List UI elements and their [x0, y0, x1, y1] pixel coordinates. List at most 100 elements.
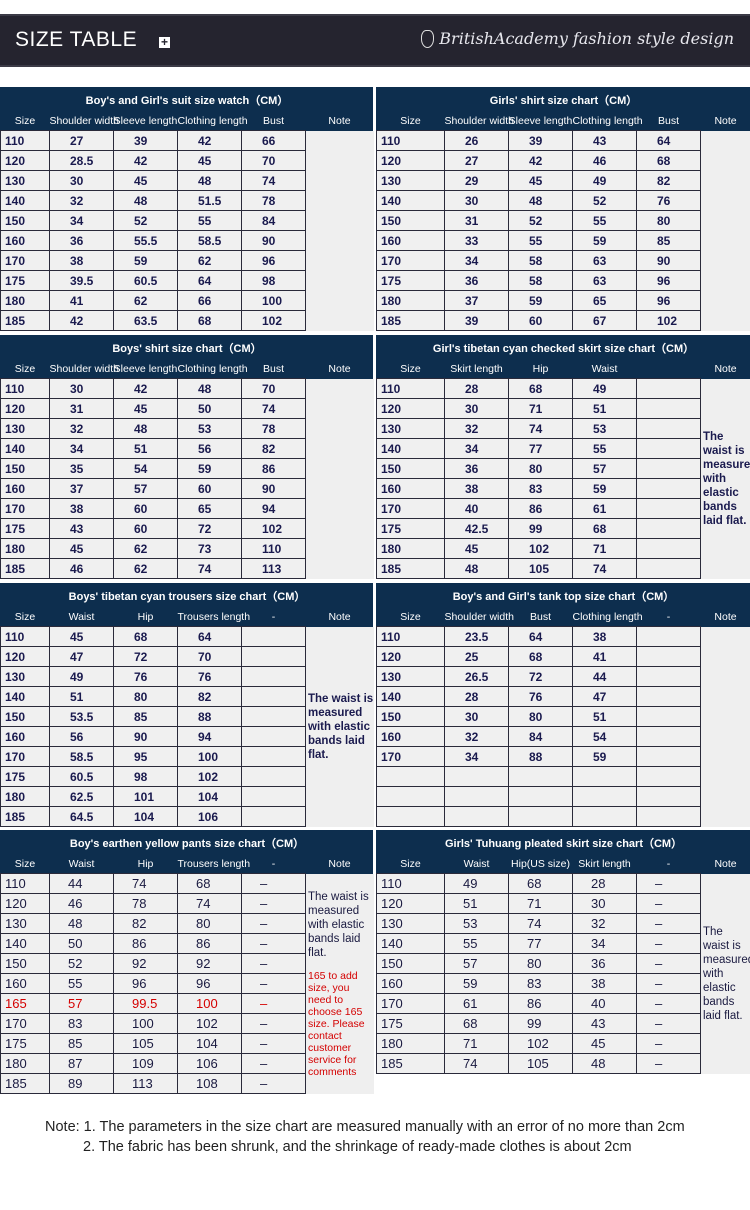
- size-chart-panel: Boys' shirt size chart（CM） Size Shoulder w…: [0, 335, 374, 579]
- value-cell: 36: [49, 230, 114, 251]
- value-cell: 57: [113, 478, 178, 499]
- column-header: Size: [400, 858, 421, 870]
- value-cell: 36: [444, 458, 509, 479]
- value-cell: –: [636, 873, 701, 894]
- value-cell: 105: [508, 558, 573, 579]
- value-cell: 83: [49, 1013, 114, 1034]
- column-header: Hip: [532, 363, 549, 375]
- table-row: 180 37 59 65 96: [376, 290, 750, 311]
- value-cell: 92: [113, 953, 178, 974]
- value-cell: 23.5: [444, 626, 509, 647]
- value-cell: 96: [636, 290, 701, 311]
- value-cell: 51.5: [177, 190, 242, 211]
- value-cell: 51: [572, 706, 637, 727]
- value-cell: 82: [241, 438, 306, 459]
- value-cell: 43: [572, 130, 637, 151]
- size-cell: 110: [376, 378, 445, 399]
- size-table: Boy's and Girl's suit size watch（CM） Size…: [0, 87, 374, 331]
- table-title: Girl's tibetan cyan checked skirt size c…: [432, 342, 695, 355]
- value-cell: 94: [177, 726, 242, 747]
- value-cell: 45: [49, 626, 114, 647]
- table-row: 180 62.5 101 104: [0, 786, 374, 807]
- value-cell: 88: [177, 706, 242, 727]
- size-table: Boys' shirt size chart（CM） Size Shoulder w…: [0, 335, 374, 579]
- size-cell: 140: [0, 438, 50, 459]
- column-header: Size: [14, 115, 36, 127]
- value-cell: –: [241, 933, 306, 954]
- note-cell: [304, 130, 374, 331]
- value-cell: 53: [177, 418, 242, 439]
- value-cell: 100: [177, 993, 242, 1014]
- table-row: 120 46 78 74–: [0, 893, 374, 914]
- note-cell: The waist is measured with elastic bands…: [304, 873, 374, 1094]
- size-cell: 120: [376, 893, 445, 914]
- value-cell: 78: [113, 893, 178, 914]
- value-cell: 90: [113, 726, 178, 747]
- size-cell: 120: [0, 150, 50, 171]
- value-cell: 55: [444, 933, 509, 954]
- value-cell: [241, 626, 306, 647]
- value-cell: [241, 666, 306, 687]
- value-cell: 36: [572, 953, 637, 974]
- value-cell: 76: [508, 686, 573, 707]
- value-cell: 66: [241, 130, 306, 151]
- value-cell: 86: [508, 993, 573, 1014]
- note-cell: The waist is measured with elastic bands…: [699, 378, 750, 579]
- value-cell: [636, 626, 701, 647]
- value-cell: 55: [572, 210, 637, 231]
- value-cell: –: [241, 873, 306, 894]
- value-cell: [508, 786, 573, 807]
- value-cell: 35: [49, 458, 114, 479]
- value-cell: 49: [49, 666, 114, 687]
- table-row: 120 27 42 46 68: [376, 150, 750, 171]
- value-cell: 64.5: [49, 806, 114, 827]
- column-header: Bust: [657, 115, 679, 127]
- value-cell: 99.5: [113, 993, 178, 1014]
- table-title-row: Boys' shirt size chart（CM）: [1, 335, 374, 360]
- column-header-row: Size Skirt length Hip Waist Note: [377, 360, 750, 379]
- value-cell: 80: [636, 210, 701, 231]
- table-row: 170 58.5 95 100: [0, 746, 374, 767]
- value-cell: 68: [177, 873, 242, 894]
- value-cell: 89: [49, 1073, 114, 1094]
- value-cell: 105: [113, 1033, 178, 1054]
- value-cell: 28.5: [49, 150, 114, 171]
- value-cell: 70: [177, 646, 242, 667]
- value-cell: 64: [636, 130, 701, 151]
- value-cell: 100: [241, 290, 306, 311]
- value-cell: [636, 418, 701, 439]
- value-cell: 54: [113, 458, 178, 479]
- value-cell: [636, 806, 701, 827]
- size-cell: 130: [0, 418, 50, 439]
- size-cell: 120: [376, 150, 445, 171]
- value-cell: 45: [572, 1033, 637, 1054]
- value-cell: [636, 686, 701, 707]
- column-header: Clothing length: [572, 115, 643, 127]
- note-text: The waist is measured with elastic bands…: [308, 692, 374, 761]
- value-cell: 32: [444, 726, 509, 747]
- column-header: Hip(US size): [511, 858, 570, 870]
- column-header: Bust: [262, 115, 284, 127]
- table-row: 175 43 60 72 102: [0, 518, 374, 539]
- value-cell: [241, 646, 306, 667]
- value-cell: –: [636, 953, 701, 974]
- value-cell: 57: [49, 993, 114, 1014]
- size-cell: 180: [0, 1053, 50, 1074]
- value-cell: 84: [241, 210, 306, 231]
- footer-note-2: 2. The fabric has been shrunk, and the s…: [83, 1139, 632, 1155]
- column-header: Sleeve length: [508, 115, 573, 127]
- value-cell: 60: [113, 498, 178, 519]
- value-cell: 74: [177, 558, 242, 579]
- table-row: 140 55 77 34–: [376, 933, 750, 954]
- value-cell: 51: [113, 438, 178, 459]
- column-header: Note: [714, 363, 737, 376]
- footer-note-1: Note: 1. The parameters in the size char…: [45, 1119, 685, 1135]
- column-header: Size: [14, 858, 36, 870]
- column-header: Shoulder width: [49, 115, 119, 127]
- value-cell: 42: [177, 130, 242, 151]
- value-cell: 48: [113, 190, 178, 211]
- value-cell: –: [636, 973, 701, 994]
- size-cell: 130: [376, 666, 445, 687]
- size-cell: 150: [0, 458, 50, 479]
- table-title: Girls' Tuhuang pleated skirt size chart（…: [444, 837, 683, 850]
